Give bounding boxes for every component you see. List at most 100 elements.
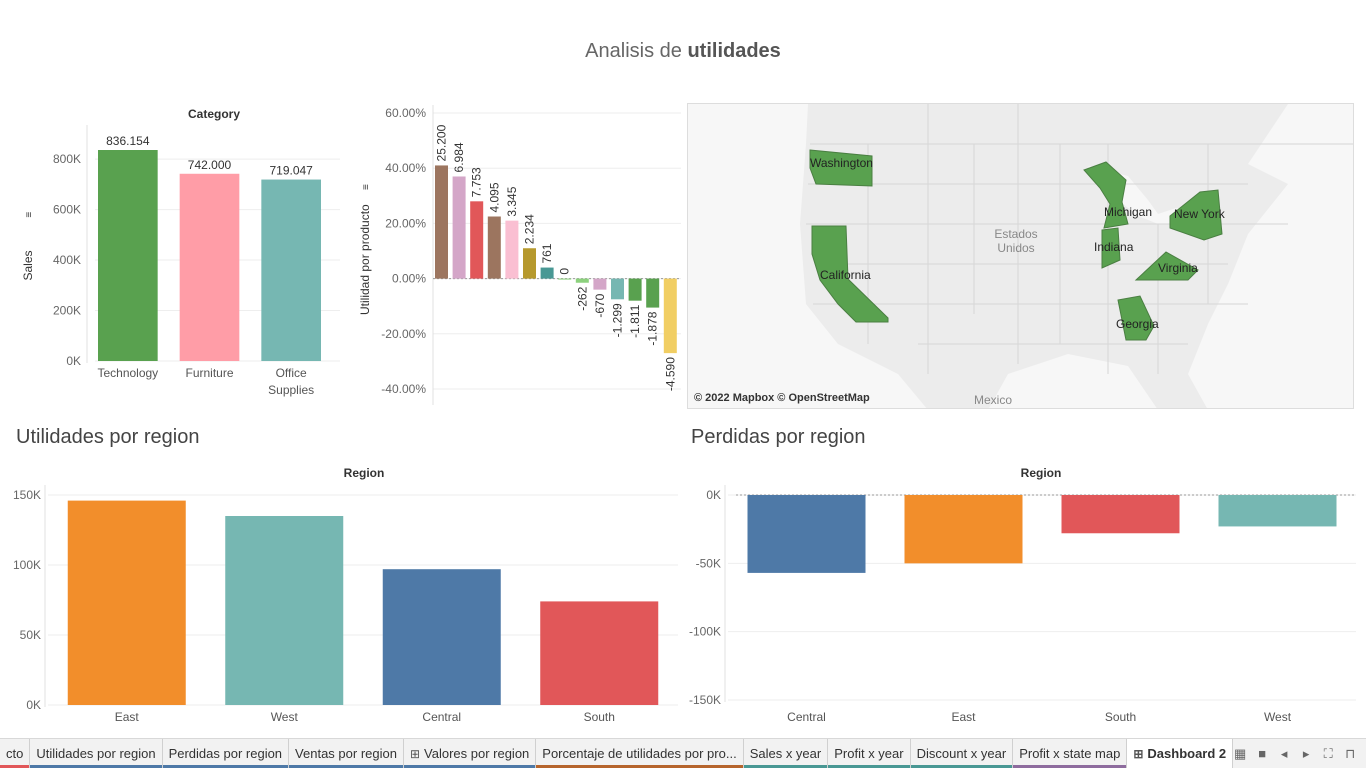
presentation-icon[interactable]: ⊓	[1345, 745, 1356, 761]
category-label: West	[271, 710, 299, 724]
bar[interactable]	[435, 165, 448, 279]
category-label: East	[115, 710, 140, 724]
state-label: Michigan	[1104, 205, 1152, 219]
sort-icon[interactable]: ≡	[361, 184, 372, 190]
bar[interactable]	[904, 495, 1023, 564]
sheet-tab-label: Discount x year	[916, 746, 1007, 761]
state-michigan[interactable]	[1083, 161, 1129, 229]
bar[interactable]	[646, 278, 660, 308]
state-california[interactable]	[811, 225, 889, 323]
bar[interactable]	[505, 220, 519, 279]
y-axis-label: Sales	[21, 250, 35, 280]
dashboard-icon: ⊞	[409, 747, 421, 761]
sheet-tab[interactable]: Discount x year	[910, 739, 1014, 768]
data-label: 719.047	[269, 164, 313, 178]
sheet-tab[interactable]: Perdidas por region	[162, 739, 290, 768]
sheet-tab[interactable]: ⊞ Valores por region	[403, 739, 537, 768]
data-label: 7.753	[470, 167, 484, 197]
state-label: Indiana	[1094, 240, 1134, 254]
sheet-tab-label: Utilidades por region	[36, 746, 156, 761]
data-label: -670	[593, 293, 607, 317]
y-tick-label: 200K	[53, 304, 81, 318]
y-tick-label: 60.00%	[385, 106, 426, 120]
state-indiana[interactable]	[1101, 227, 1121, 269]
profit-per-product-chart: -40.00% -20.00% 0.00% 20.00% 40.00% 60.00% Uti…	[358, 105, 681, 405]
tab-controls: ▦ ■ ◂ ▸ ⛶ ⊓	[1233, 739, 1366, 768]
sheet-tab-label: cto	[6, 746, 24, 761]
state-label: Washington	[810, 156, 873, 170]
bar[interactable]	[540, 601, 659, 705]
sheet-tab[interactable]: Utilidades por region	[30, 739, 163, 768]
sort-icon[interactable]: ≡	[24, 212, 35, 218]
prev-icon[interactable]: ◂	[1280, 745, 1288, 761]
sheet-tab[interactable]: ⊞ Dashboard 2	[1127, 739, 1234, 768]
state-georgia[interactable]	[1117, 295, 1155, 341]
state-washington[interactable]	[809, 149, 873, 187]
tab-color-stripe	[403, 765, 536, 768]
bar[interactable]	[628, 278, 642, 301]
bar[interactable]	[558, 278, 572, 280]
sheet-tab-label: Profit x year	[834, 746, 904, 761]
sheet-tab-label: Sales x year	[749, 746, 822, 761]
bar[interactable]	[67, 500, 186, 705]
sheet-tab[interactable]: Sales x year	[743, 739, 829, 768]
y-tick-label: 100K	[13, 558, 41, 572]
bar[interactable]	[382, 569, 501, 705]
dashboard-title: Analisis de utilidades	[585, 40, 781, 62]
bar[interactable]	[523, 248, 536, 279]
bar[interactable]	[540, 267, 554, 279]
sheet-tab[interactable]: Profit x state map	[1013, 739, 1128, 768]
data-label: 4.095	[487, 182, 501, 212]
bar[interactable]	[663, 278, 677, 354]
bar[interactable]	[1218, 495, 1337, 527]
film-strip-icon[interactable]: ■	[1258, 746, 1267, 761]
bar[interactable]	[470, 201, 484, 279]
region-header: Region	[1021, 466, 1062, 480]
state-new-york[interactable]	[1169, 189, 1223, 241]
grid-view-icon[interactable]: ▦	[1234, 745, 1247, 761]
loss-by-region-chart: Region 0K -50K -100K -150K Central East South We…	[689, 466, 1356, 724]
bar[interactable]	[225, 516, 344, 705]
profit-by-region-chart: Region 0K 50K 100K 150K East West Central South	[13, 466, 678, 724]
bar[interactable]	[179, 173, 240, 361]
bar[interactable]	[1061, 495, 1180, 534]
category-header: Category	[188, 107, 240, 121]
section-title-perdidas: Perdidas por region	[691, 426, 866, 448]
state-virginia[interactable]	[1134, 251, 1199, 281]
tab-color-stripe	[1013, 765, 1127, 768]
tab-color-stripe	[0, 765, 30, 768]
fit-icon[interactable]: ⛶	[1323, 745, 1333, 761]
bar[interactable]	[611, 278, 624, 300]
sheet-tab-label: Dashboard 2	[1147, 746, 1227, 761]
next-icon[interactable]: ▸	[1302, 745, 1310, 761]
category-label: East	[951, 710, 976, 724]
bar[interactable]	[452, 176, 466, 279]
bar[interactable]	[261, 179, 321, 361]
bar[interactable]	[487, 216, 501, 279]
bar[interactable]	[747, 495, 866, 573]
y-tick-label: 50K	[20, 628, 41, 642]
sheet-tab[interactable]: Ventas por region	[289, 739, 404, 768]
bar[interactable]	[575, 278, 589, 283]
y-tick-label: -20.00%	[381, 327, 426, 341]
data-label: -4.590	[663, 357, 677, 391]
data-label: 0	[558, 268, 572, 275]
state-label: California	[820, 268, 871, 282]
map-attribution[interactable]: © 2022 Mapbox © OpenStreetMap	[694, 392, 870, 404]
sheet-tab[interactable]: cto	[0, 739, 31, 768]
profit-state-map[interactable]: Washington California Michigan New York Indi…	[687, 103, 1354, 409]
map-ocean	[688, 104, 927, 408]
sheet-tab[interactable]: Porcentaje de utilidades por pro...	[536, 739, 744, 768]
state-labels: Washington California Michigan New York Indi…	[810, 156, 1226, 331]
data-label: 25.200	[435, 124, 449, 161]
category-label: Supplies	[268, 383, 314, 397]
y-tick-label: -100K	[689, 625, 721, 639]
sheet-tab-label: Profit x state map	[1019, 746, 1121, 761]
sheet-tab[interactable]: Profit x year	[828, 739, 911, 768]
bar[interactable]	[98, 150, 158, 361]
bar[interactable]	[593, 278, 607, 290]
state-label: New York	[1174, 207, 1226, 221]
data-label: -1.878	[646, 311, 660, 345]
y-tick-label: 20.00%	[385, 216, 426, 230]
map-atlantic	[1188, 104, 1353, 408]
